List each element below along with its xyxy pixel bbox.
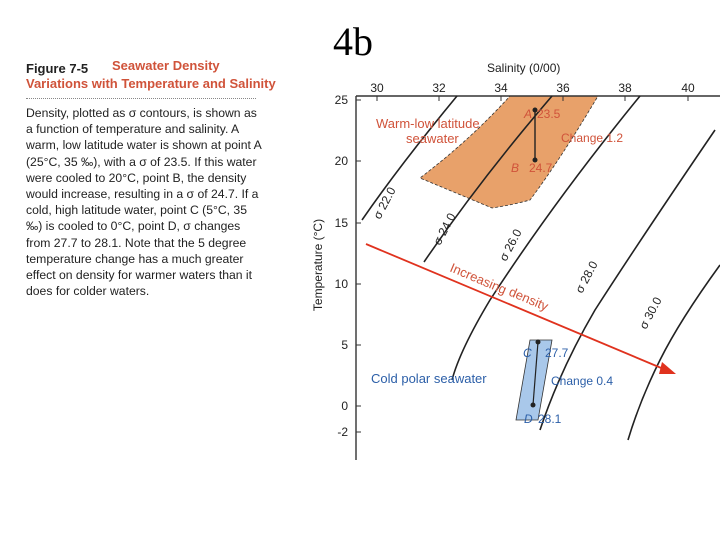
caption-body: Density, plotted as σ contours, is shown… — [26, 106, 262, 299]
contour-label: σ 26.0 — [496, 226, 525, 263]
figure-title-line1: Seawater Density — [112, 58, 220, 73]
point-d-value: 28.1 — [538, 412, 562, 426]
x-tick-label: 38 — [618, 81, 632, 95]
x-tick-label: 32 — [432, 81, 446, 95]
x-tick-label: 34 — [494, 81, 508, 95]
warm-water-region — [419, 95, 599, 209]
y-tick-label: 25 — [335, 93, 349, 107]
change-cold-label: Change 0.4 — [551, 374, 613, 388]
x-tick-label: 30 — [370, 81, 384, 95]
point-b-marker — [532, 157, 538, 163]
point-a-marker — [532, 107, 538, 113]
contour-30 — [627, 264, 720, 441]
contour-26 — [451, 95, 641, 381]
point-b-letter: B — [511, 161, 519, 175]
warm-region-label-line1: Warm-low latitude — [376, 116, 480, 131]
y-ticks — [356, 99, 361, 433]
contour-28 — [539, 129, 716, 431]
arrow-label-line2: density — [507, 284, 551, 314]
y-tick-label: 5 — [341, 338, 348, 352]
x-tick-label: 40 — [681, 81, 695, 95]
y-axis-title: Temperature (°C) — [311, 219, 325, 311]
caption-divider — [26, 98, 256, 99]
y-tick-label: 0 — [341, 399, 348, 413]
x-ticks — [376, 96, 689, 101]
cold-region-label: Cold polar seawater — [371, 371, 487, 386]
point-b-value: 24.7 — [529, 161, 553, 175]
contour-label: σ 30.0 — [636, 294, 665, 331]
point-a-letter: A — [523, 107, 532, 121]
contour-22 — [361, 95, 458, 221]
arrow-head — [659, 362, 676, 374]
point-d-marker — [530, 402, 536, 408]
x-tick-labels: 30 32 34 36 38 40 — [370, 81, 695, 95]
point-d-letter: D — [524, 412, 533, 426]
warm-region-label-line2: seawater — [406, 131, 459, 146]
y-tick-label: -2 — [337, 425, 348, 439]
contour-label: σ 28.0 — [572, 258, 601, 295]
point-c-marker — [535, 339, 541, 345]
y-tick-label: 20 — [335, 154, 349, 168]
x-axis-title: Salinity (0/00) — [487, 61, 560, 75]
figure-caption: Figure 7-5 Seawater Density Variations w… — [26, 58, 276, 299]
point-c-letter: C — [523, 346, 532, 360]
figure-title-line2: Variations with Temperature and Salinity — [26, 76, 276, 91]
point-a-value: 23.5 — [537, 107, 561, 121]
figure-number: Figure 7-5 — [26, 61, 89, 76]
y-tick-labels: 25 20 15 10 5 0 -2 — [335, 93, 349, 439]
slide-title: 4b — [333, 19, 373, 64]
change-warm-label: Change 1.2 — [561, 131, 623, 145]
cold-water-region — [515, 339, 553, 421]
caption-header: Figure 7-5 Seawater Density — [26, 58, 276, 76]
point-c-value: 27.7 — [545, 346, 569, 360]
contour-label: σ 24.0 — [430, 210, 459, 247]
x-tick-label: 36 — [556, 81, 570, 95]
increasing-density-arrow — [365, 243, 667, 371]
y-tick-label: 15 — [335, 216, 349, 230]
c-to-d-line — [532, 341, 539, 406]
y-tick-label: 10 — [335, 277, 349, 291]
